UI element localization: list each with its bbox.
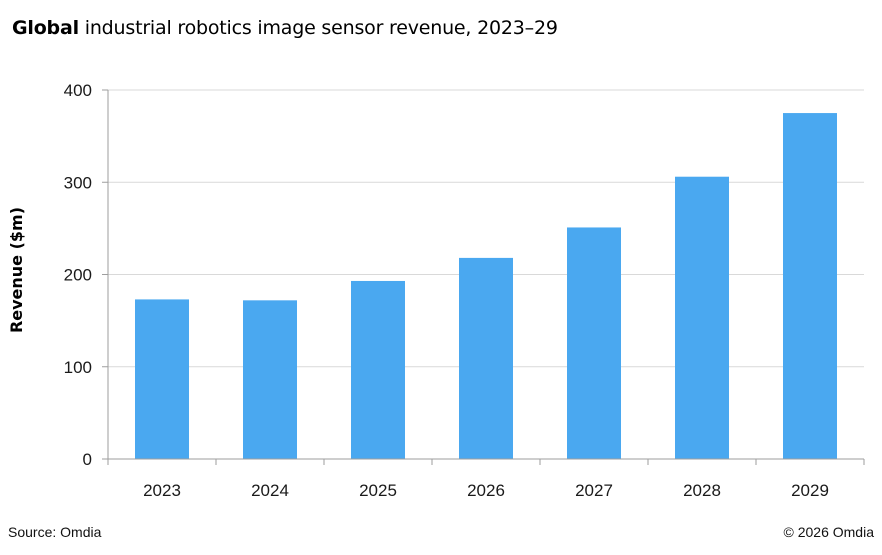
x-tick-label: 2027 (575, 481, 613, 500)
bar-2027 (567, 227, 621, 459)
tick-labels: 0 100 200 300 400 2023 2024 2025 2026 2027 2028 202… (64, 81, 829, 500)
x-tick-label: 2023 (143, 481, 181, 500)
bar-2025 (351, 280, 405, 459)
copyright-note: © 2026 Omdia (783, 524, 874, 540)
chart-title: Global industrial robotics image sensor … (12, 17, 558, 39)
bars (135, 113, 837, 459)
axes (102, 89, 865, 465)
bar-2028 (675, 176, 729, 459)
y-tick-label: 400 (64, 81, 92, 100)
bar-2026 (459, 257, 513, 459)
x-tick-label: 2024 (251, 481, 289, 500)
x-tick-label: 2025 (359, 481, 397, 500)
bar-2023 (135, 299, 189, 459)
y-tick-label: 200 (64, 266, 92, 285)
y-tick-label: 0 (83, 450, 92, 469)
chart-title-bold: Global (12, 17, 79, 39)
chart-title-rest: industrial robotics image sensor revenue… (84, 17, 558, 39)
source-note: Source: Omdia (8, 524, 102, 540)
x-tick-label: 2028 (683, 481, 721, 500)
y-tick-label: 100 (64, 358, 92, 377)
x-tick-label: 2026 (467, 481, 505, 500)
bar-2024 (243, 300, 297, 459)
bar-2029 (783, 113, 837, 459)
x-tick-label: 2029 (791, 481, 829, 500)
y-axis-title: Revenue ($m) (7, 207, 26, 333)
y-tick-label: 300 (64, 173, 92, 192)
